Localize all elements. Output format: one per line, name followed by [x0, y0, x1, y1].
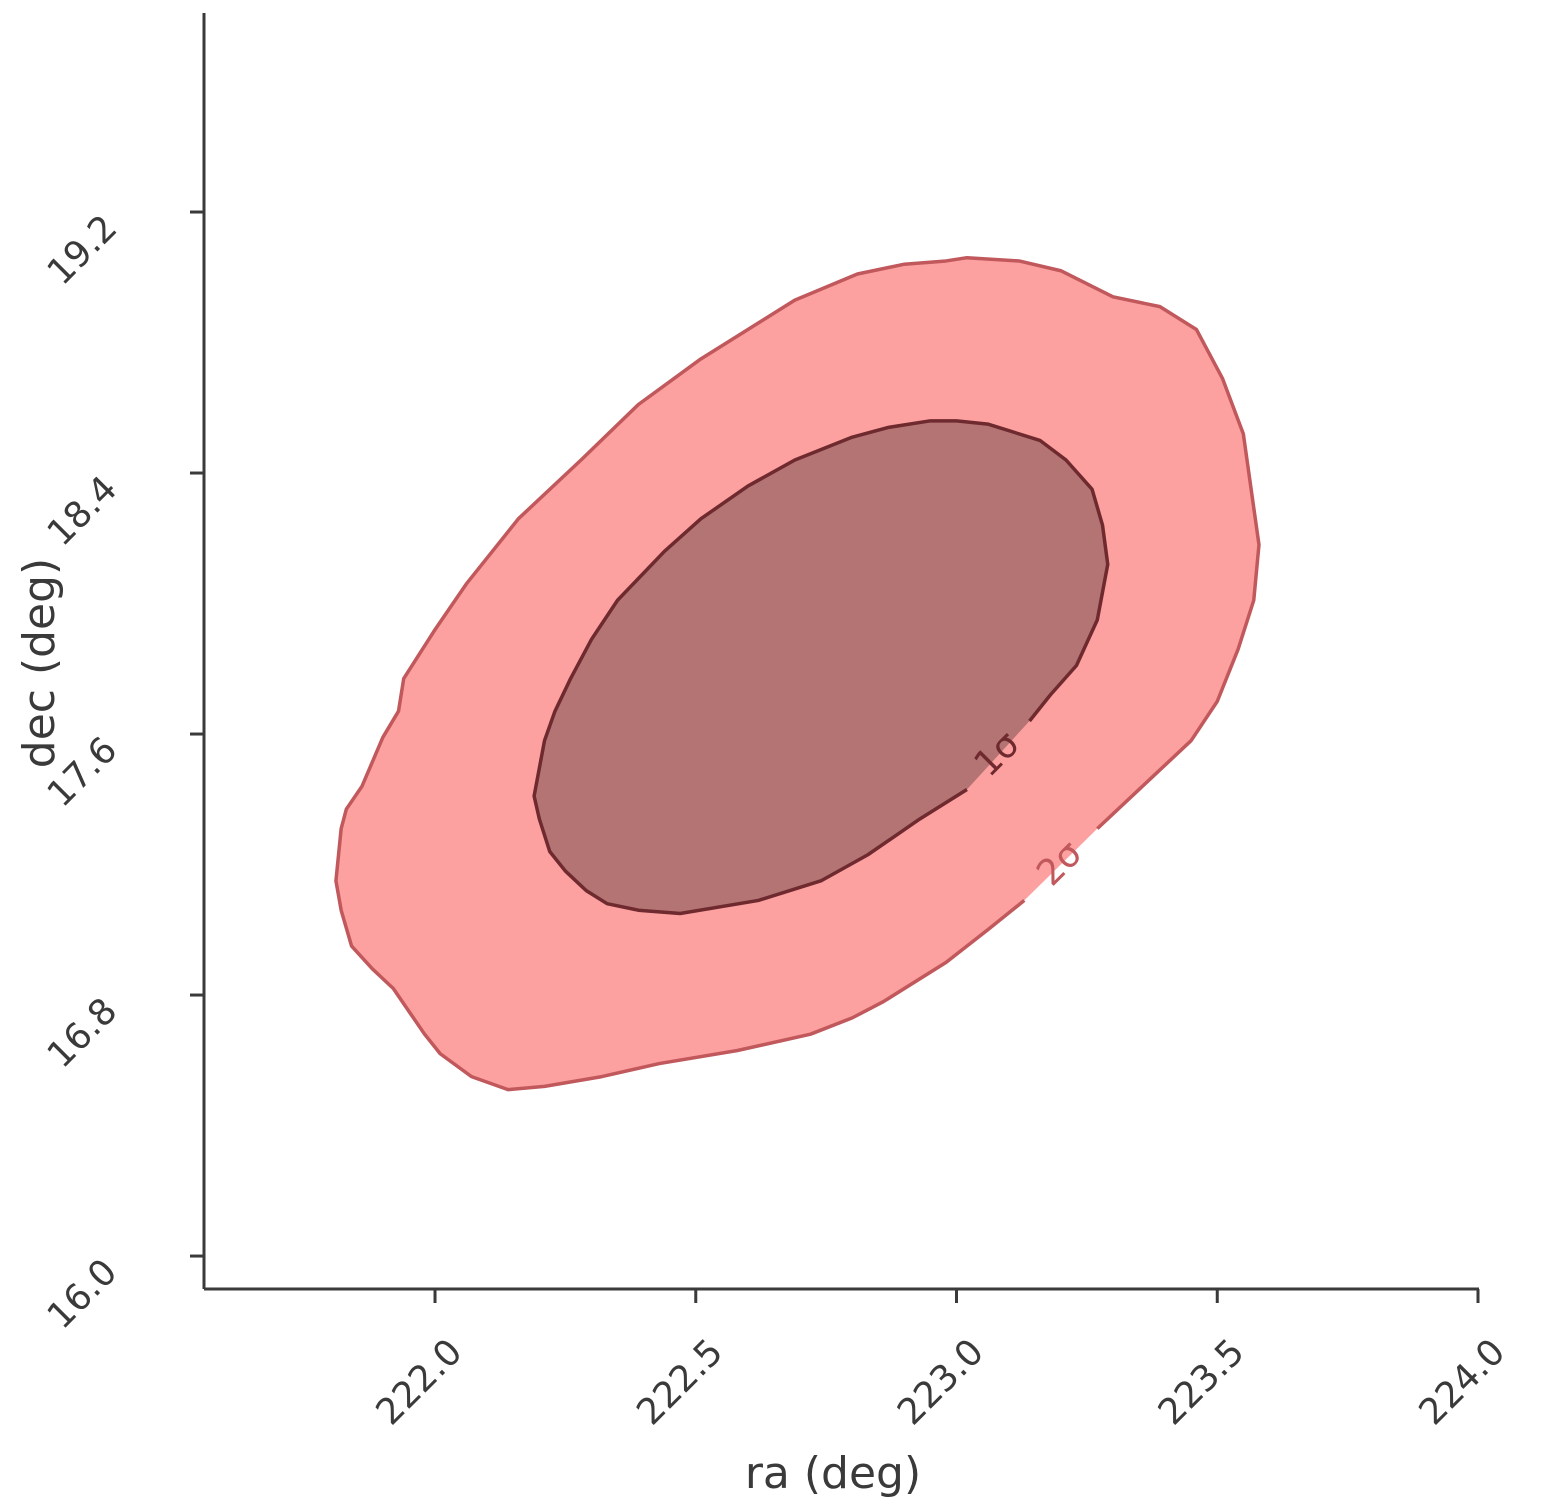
y-tick-label: 16.0 [40, 1251, 126, 1337]
y-tick-label: 18.4 [40, 468, 126, 554]
contour-line [334, 255, 1261, 1092]
x-tick-label: 222.5 [629, 1331, 731, 1433]
x-axis-label: ra (deg) [745, 1448, 921, 1499]
y-axis-label: dec (deg) [14, 558, 65, 768]
contour-line [532, 419, 1110, 916]
x-tick-label: 222.0 [369, 1331, 471, 1433]
y-tick-label: 16.8 [40, 990, 126, 1076]
x-tick-label: 224.0 [1411, 1331, 1513, 1433]
x-tick-label: 223.5 [1151, 1331, 1253, 1433]
x-tick-label: 223.0 [890, 1331, 992, 1433]
y-tick-label: 19.2 [40, 207, 126, 293]
